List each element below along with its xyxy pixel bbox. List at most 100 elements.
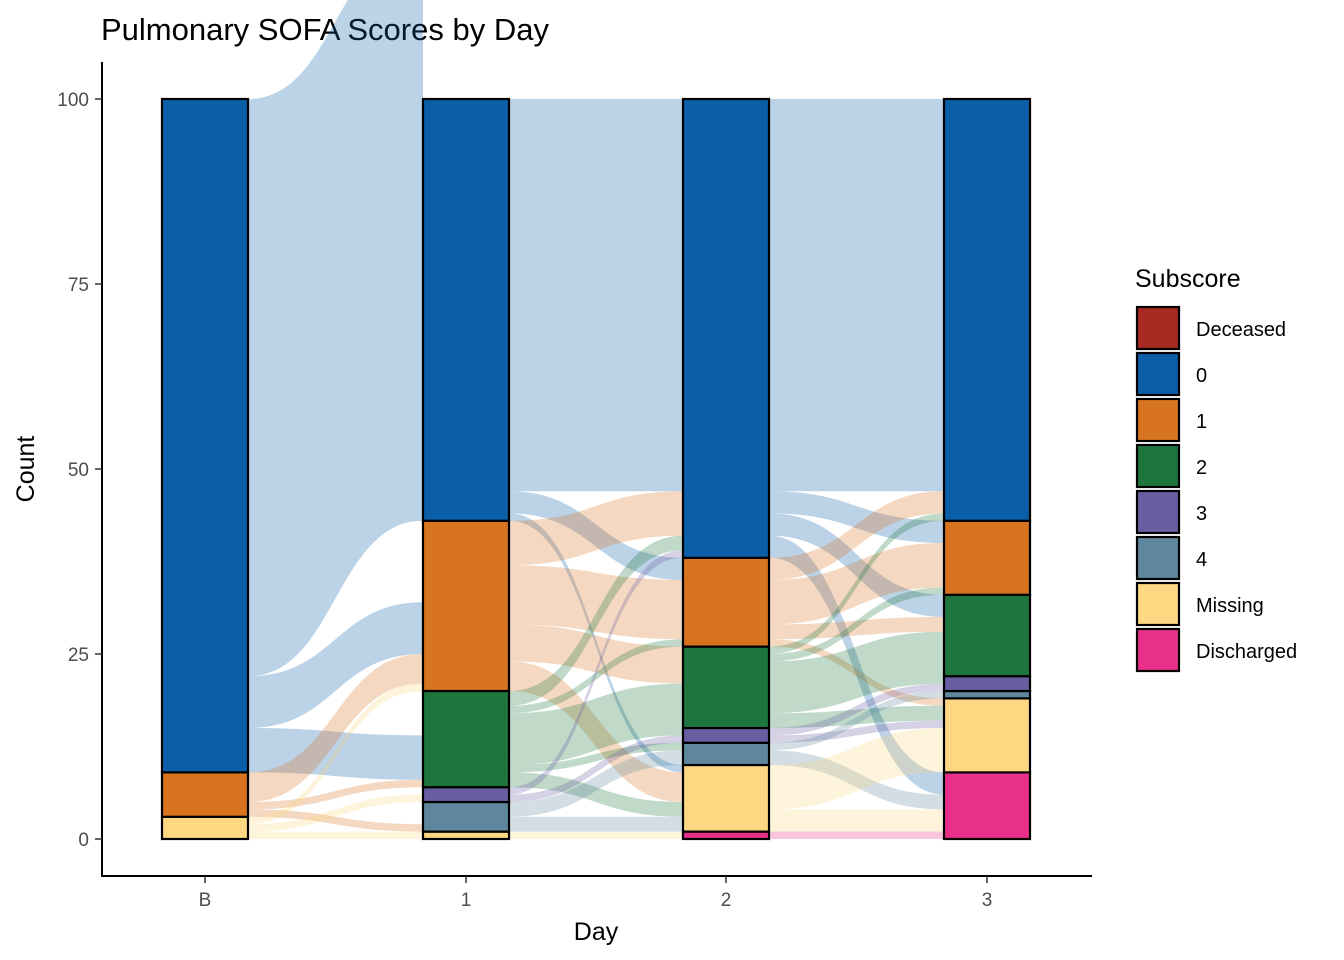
- flow-4-to-4: [769, 691, 944, 751]
- bar-segment-3-0: [942, 97, 1032, 522]
- flow-2-to-1: [769, 587, 944, 662]
- flow-3-to-Missing: [769, 720, 944, 743]
- flows-layer: [248, 0, 944, 839]
- bar-segment-3-Discharged: [942, 771, 1032, 841]
- flow-0-to-1: [769, 491, 944, 543]
- flow-2-to-Missing: [509, 772, 683, 817]
- y-tick-label: 50: [68, 460, 89, 481]
- bar-segment-B-0: [160, 97, 250, 774]
- bars-layer: [160, 97, 1032, 841]
- flow-0-to-0: [769, 99, 944, 492]
- bar-segment-1-2: [421, 689, 511, 789]
- x-tick-label: 3: [982, 890, 993, 911]
- x-axis-title: Day: [574, 918, 619, 946]
- legend-label-1: 1: [1196, 411, 1207, 433]
- bar-segment-1-1: [421, 519, 511, 693]
- bar-segment-2-3: [681, 726, 771, 744]
- flow-1-to-1: [248, 654, 423, 802]
- bar-segment-1-4: [421, 800, 511, 833]
- flow-1-to-Missing: [769, 639, 944, 706]
- flow-Missing-to-Discharged: [509, 831, 683, 839]
- flow-0-to-1: [509, 491, 683, 580]
- flow-Missing-to-1: [248, 683, 423, 825]
- flow-1-to-2: [509, 624, 683, 684]
- x-tick-label: B: [199, 890, 212, 911]
- legend-swatch-Discharged: [1135, 627, 1181, 673]
- y-ticks: 0 25 50 75 100: [57, 90, 102, 851]
- flow-Missing-to-Missing: [248, 831, 423, 839]
- flow-0-to-Discharged: [769, 535, 944, 795]
- flow-Missing-to-Discharged: [769, 809, 944, 832]
- bar-segment-1-Missing: [421, 830, 511, 841]
- flow-1-to-0: [509, 491, 683, 566]
- legend-label-2: 2: [1196, 457, 1207, 479]
- flow-2-to-1: [509, 639, 683, 714]
- bar-segment-2-Discharged: [681, 830, 771, 841]
- x-ticks: B 1 2 3: [199, 876, 993, 911]
- flow-3-to-3: [769, 683, 944, 736]
- flow-0-to-2: [248, 728, 423, 780]
- flow-1-to-1: [769, 543, 944, 625]
- legend-swatch-2: [1135, 443, 1181, 489]
- flow-0-to-0: [509, 99, 683, 492]
- bar-segment-3-2: [942, 593, 1032, 678]
- bar-segment-3-1: [942, 519, 1032, 596]
- legend-label-Deceased: Deceased: [1196, 319, 1286, 341]
- flow-Missing-to-3: [248, 794, 423, 832]
- flow-1-to-2: [248, 779, 423, 810]
- flow-0-to-0: [248, 0, 423, 677]
- legend-swatch-3: [1135, 489, 1181, 535]
- legend-swatch-0: [1135, 351, 1181, 397]
- legend: Subscore Deceased 0 1 2 3 4 Missing Discharged: [1135, 265, 1297, 673]
- legend-label-Discharged: Discharged: [1196, 641, 1297, 663]
- bar-segment-B-Missing: [160, 815, 250, 841]
- legend-label-0: 0: [1196, 365, 1207, 387]
- flow-0-to-Missing: [509, 513, 683, 773]
- flow-1-to-Missing: [509, 661, 683, 802]
- flow-2-to-0: [769, 513, 944, 654]
- chart-title: Pulmonary SOFA Scores by Day: [101, 12, 549, 47]
- bar-segment-2-4: [681, 741, 771, 767]
- flow-2-to-2: [769, 631, 944, 706]
- bar-segment-2-0: [681, 97, 771, 559]
- bar-segment-3-3: [942, 675, 1032, 693]
- flow-2-to-4: [509, 742, 683, 773]
- legend-swatch-Deceased: [1135, 305, 1181, 351]
- legend-swatch-4: [1135, 535, 1181, 581]
- bar-segment-3-Missing: [942, 697, 1032, 774]
- flow-3-to-0: [509, 550, 683, 795]
- legend-label-Missing: Missing: [1196, 595, 1264, 617]
- flow-2-to-Missing: [769, 705, 944, 728]
- bar-segment-1-3: [421, 786, 511, 804]
- flow-0-to-2: [769, 513, 944, 617]
- y-tick-label: 75: [68, 275, 89, 296]
- flow-Discharged-to-Discharged: [769, 831, 944, 839]
- y-tick-label: 100: [57, 90, 89, 111]
- flow-2-to-3: [769, 676, 944, 714]
- flow-1-to-0: [769, 491, 944, 580]
- y-axis-title: Count: [12, 436, 40, 503]
- legend-label-4: 4: [1196, 549, 1207, 571]
- flow-1-to-4: [248, 809, 423, 832]
- legend-swatch-1: [1135, 397, 1181, 443]
- flow-4-to-Missing: [509, 816, 683, 832]
- bar-segment-2-1: [681, 556, 771, 648]
- flow-1-to-1: [509, 565, 683, 640]
- flow-Missing-to-Missing: [769, 728, 944, 810]
- flow-3-to-3: [509, 735, 683, 802]
- flow-2-to-0: [509, 535, 683, 706]
- y-tick-label: 25: [68, 645, 89, 666]
- legend-label-3: 3: [1196, 503, 1207, 525]
- legend-swatch-Missing: [1135, 581, 1181, 627]
- y-tick-label: 0: [78, 830, 89, 851]
- bar-segment-3-4: [942, 689, 1032, 700]
- bar-segment-B-1: [160, 771, 250, 818]
- flow-1-to-2: [769, 617, 944, 640]
- flow-0-to-1: [248, 602, 423, 728]
- bar-segment-1-0: [421, 97, 511, 522]
- bar-segment-2-2: [681, 645, 771, 730]
- flow-2-to-3: [509, 728, 683, 765]
- flow-4-to-4: [509, 750, 683, 817]
- legend-title: Subscore: [1135, 265, 1241, 293]
- x-tick-label: 1: [461, 890, 472, 911]
